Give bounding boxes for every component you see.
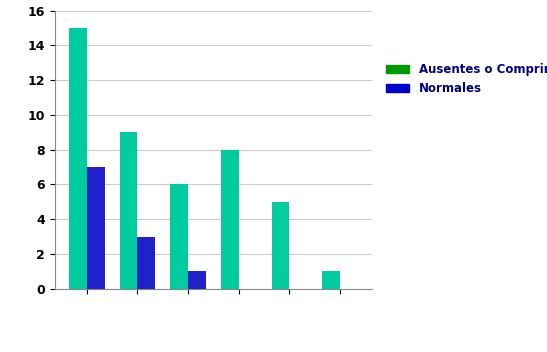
Bar [120,132,137,289]
Bar [69,28,87,289]
Bar [137,237,155,289]
Bar [188,271,206,289]
Bar [271,202,289,289]
Bar [170,184,188,289]
Bar [221,150,238,289]
Legend: Ausentes o Comprimidas, Normales: Ausentes o Comprimidas, Normales [381,58,547,100]
Bar [87,167,104,289]
Bar [322,271,340,289]
